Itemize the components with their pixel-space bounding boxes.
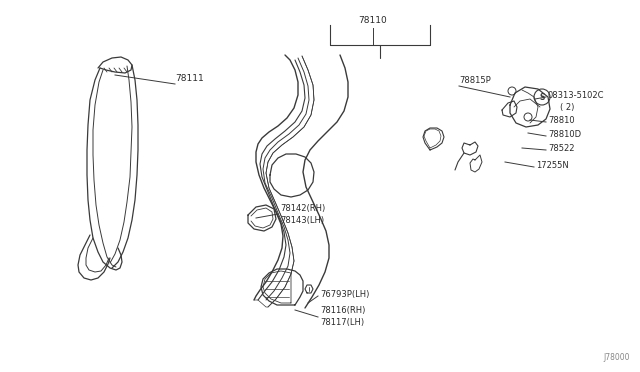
Text: 78522: 78522 xyxy=(548,144,575,153)
Text: 78111: 78111 xyxy=(175,74,204,83)
Text: ( 2): ( 2) xyxy=(560,103,574,112)
Text: 78810D: 78810D xyxy=(548,129,581,138)
Text: 78810: 78810 xyxy=(548,115,575,125)
Text: 78117(LH): 78117(LH) xyxy=(320,318,364,327)
Text: 08313-5102C: 08313-5102C xyxy=(548,90,605,99)
Text: 76793P(LH): 76793P(LH) xyxy=(320,289,369,298)
Text: 17255N: 17255N xyxy=(536,160,569,170)
Text: 78110: 78110 xyxy=(358,16,387,25)
Text: J78000: J78000 xyxy=(604,353,630,362)
Text: 78142(RH): 78142(RH) xyxy=(280,203,325,212)
Text: 78143(LH): 78143(LH) xyxy=(280,215,324,224)
Text: 78116(RH): 78116(RH) xyxy=(320,307,365,315)
Text: 78815P: 78815P xyxy=(459,76,491,84)
Text: S: S xyxy=(540,93,545,102)
